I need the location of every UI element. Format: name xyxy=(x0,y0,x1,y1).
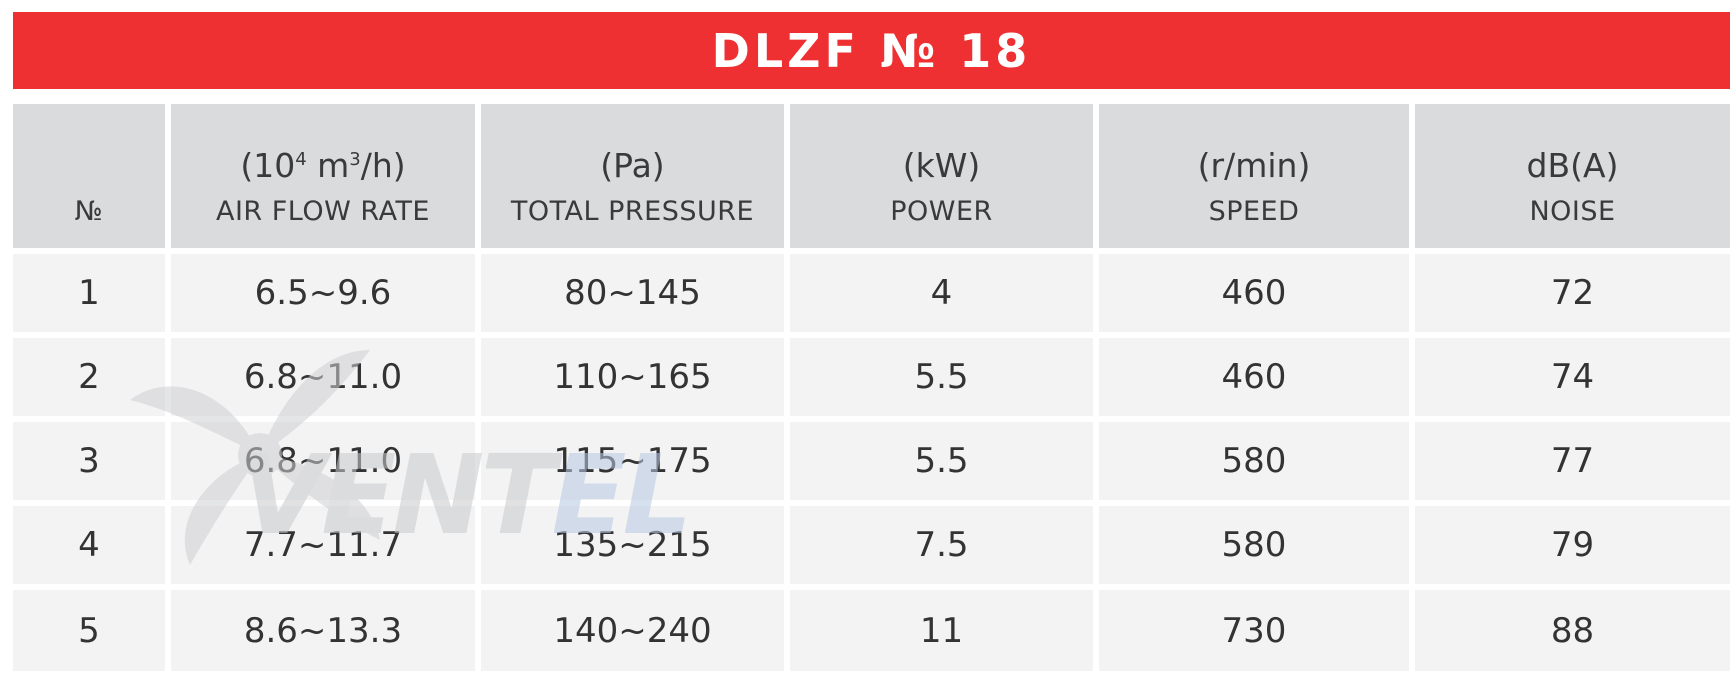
table-cell-speed: 460 xyxy=(1099,338,1409,416)
table-cell-power: 5.5 xyxy=(790,422,1093,500)
header-number-label: № xyxy=(74,196,104,227)
header-number: № xyxy=(13,104,165,248)
table-cell-air-flow: 6.8~11.0 xyxy=(171,338,475,416)
header-speed: (r/min) SPEED xyxy=(1099,104,1409,248)
header-power-unit: (kW) xyxy=(902,146,981,185)
table-cell-power: 4 xyxy=(790,254,1093,332)
table-cell-power: 5.5 xyxy=(790,338,1093,416)
table-cell-pressure: 135~215 xyxy=(481,506,784,584)
header-speed-label: SPEED xyxy=(1208,196,1300,227)
table-cell-pressure: 140~240 xyxy=(481,590,784,671)
table-cell-noise: 79 xyxy=(1415,506,1730,584)
header-total-pressure: (Pa) TOTAL PRESSURE xyxy=(481,104,784,248)
table-cell-speed: 460 xyxy=(1099,254,1409,332)
header-noise-unit: dB(A) xyxy=(1526,146,1619,185)
header-noise: dB(A) NOISE xyxy=(1415,104,1730,248)
table-title: DLZF № 18 xyxy=(711,23,1032,78)
header-power: (kW) POWER xyxy=(790,104,1093,248)
table-cell-number: 1 xyxy=(13,254,165,332)
table-cell-power: 11 xyxy=(790,590,1093,671)
table-cell-air-flow: 6.5~9.6 xyxy=(171,254,475,332)
table-cell-noise: 74 xyxy=(1415,338,1730,416)
table-cell-pressure: 115~175 xyxy=(481,422,784,500)
table-cell-number: 2 xyxy=(13,338,165,416)
table-cell-air-flow: 7.7~11.7 xyxy=(171,506,475,584)
table-cell-number: 3 xyxy=(13,422,165,500)
table-cell-pressure: 110~165 xyxy=(481,338,784,416)
table-cell-noise: 88 xyxy=(1415,590,1730,671)
table-cell-noise: 72 xyxy=(1415,254,1730,332)
title-bar: DLZF № 18 xyxy=(13,12,1730,89)
header-power-label: POWER xyxy=(890,196,993,227)
table-cell-air-flow: 6.8~11.0 xyxy=(171,422,475,500)
table-cell-number: 5 xyxy=(13,590,165,671)
header-pressure-label: TOTAL PRESSURE xyxy=(510,196,755,227)
table-cell-power: 7.5 xyxy=(790,506,1093,584)
table-cell-speed: 580 xyxy=(1099,506,1409,584)
table-cell-pressure: 80~145 xyxy=(481,254,784,332)
header-noise-label: NOISE xyxy=(1529,196,1616,227)
table-cell-speed: 730 xyxy=(1099,590,1409,671)
spec-table: № (104 m3/h) AIR FLOW RATE (Pa) TOTAL PR… xyxy=(13,104,1730,671)
header-air-flow-unit: (104 m3/h) xyxy=(240,146,406,185)
table-cell-air-flow: 8.6~13.3 xyxy=(171,590,475,671)
header-pressure-unit: (Pa) xyxy=(600,146,665,185)
header-air-flow-rate: (104 m3/h) AIR FLOW RATE xyxy=(171,104,475,248)
table-cell-speed: 580 xyxy=(1099,422,1409,500)
header-air-flow-label: AIR FLOW RATE xyxy=(215,196,430,227)
table-cell-noise: 77 xyxy=(1415,422,1730,500)
table-cell-number: 4 xyxy=(13,506,165,584)
header-speed-unit: (r/min) xyxy=(1197,146,1311,185)
